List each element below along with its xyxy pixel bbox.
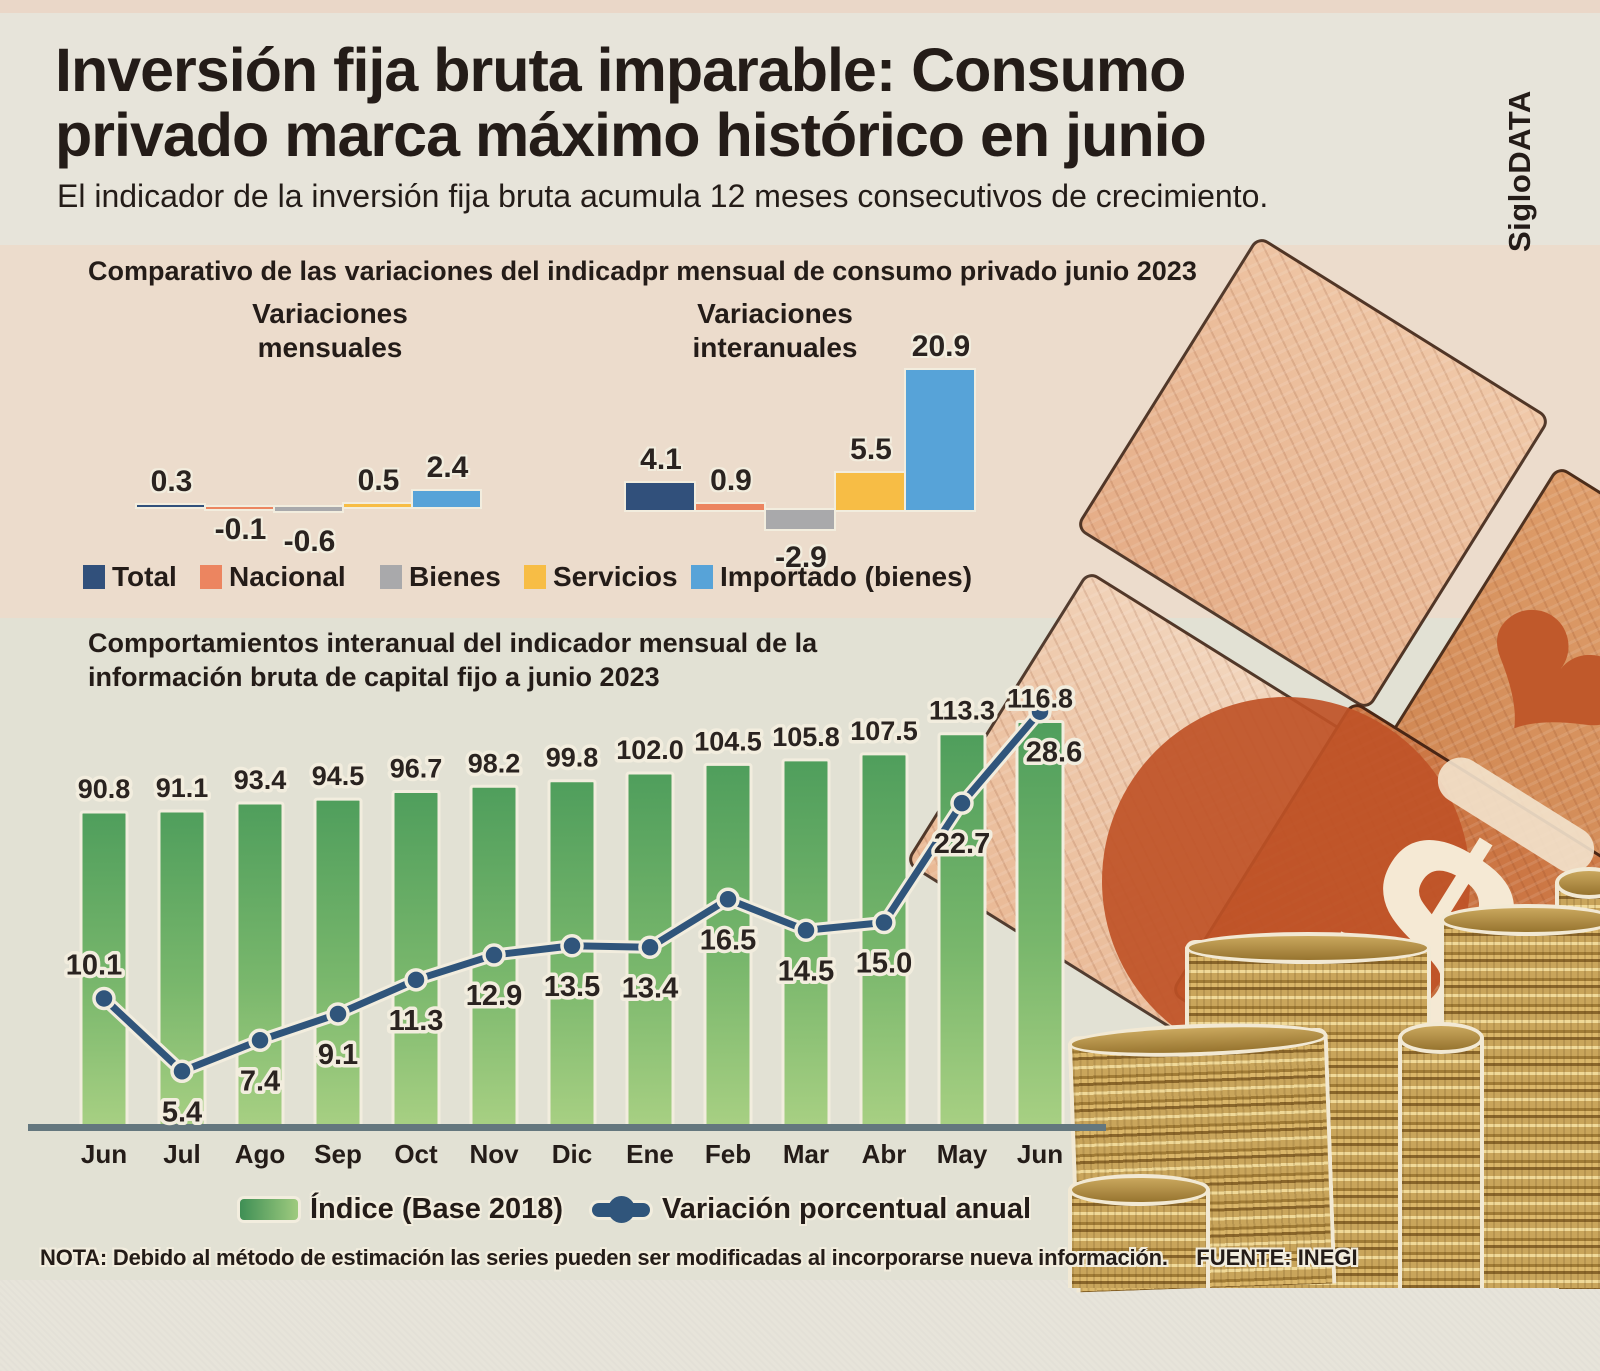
nacional-swatch <box>200 565 222 589</box>
monthly-variations-label-line1: Variaciones <box>252 298 408 329</box>
line-dot-icon <box>608 1195 635 1223</box>
investment-section-background <box>0 618 1600 1280</box>
legend-label: Importado (bienes) <box>720 561 973 592</box>
investment-legend: Índice (Base 2018) Variación porcentual … <box>0 1193 1200 1233</box>
legend-item-servicios: Servicios <box>524 561 678 593</box>
legend-label: Variación porcentual anual <box>662 1193 1032 1225</box>
servicios-swatch <box>524 565 546 589</box>
page-title-line1: Inversión fija bruta imparable: Consumo <box>55 36 1186 104</box>
legend-label: Índice (Base 2018) <box>310 1193 564 1225</box>
bienes-swatch <box>380 565 402 589</box>
brand-logo: SigloDATA <box>1502 90 1537 252</box>
line-icon <box>592 1195 650 1223</box>
header-section <box>0 0 1600 245</box>
legend-item-index: Índice (Base 2018) <box>240 1193 563 1226</box>
interannual-variations-label-line1: Variaciones <box>697 298 853 329</box>
investment-chart-title-line1: Comportamientos interanual del indicador… <box>88 628 818 658</box>
legend-label: Servicios <box>553 561 678 592</box>
page-title-line2: privado marca máximo histórico en junio <box>55 101 1207 170</box>
legend-item-importado: Importado (bienes) <box>691 561 972 593</box>
footer-note-row: NOTA: Debido al método de estimación las… <box>40 1245 1358 1271</box>
investment-chart-title: Comportamientos interanual del indicador… <box>88 627 817 695</box>
legend-label: Total <box>112 561 177 592</box>
footer-note: NOTA: Debido al método de estimación las… <box>40 1245 1168 1270</box>
importado-swatch <box>691 565 713 589</box>
interannual-variations-label-line2: interanuales <box>692 331 858 363</box>
comparison-legend: Total Nacional Bienes Servicios Importad… <box>0 561 1100 595</box>
legend-label: Bienes <box>409 561 501 592</box>
page-title: Inversión fija bruta imparable: Consumo … <box>55 36 1207 170</box>
legend-item-total: Total <box>83 561 177 593</box>
page-subtitle: El indicador de la inversión fija bruta … <box>57 178 1269 214</box>
index-swatch <box>240 1199 298 1220</box>
legend-item-variation: Variación porcentual anual <box>592 1193 1031 1226</box>
total-swatch <box>83 565 105 589</box>
monthly-variations-label: Variaciones mensuales <box>190 297 470 364</box>
comparison-chart-title: Comparativo de las variaciones del indic… <box>88 256 1197 286</box>
legend-item-nacional: Nacional <box>200 561 346 593</box>
legend-label: Nacional <box>229 561 346 592</box>
interannual-variations-label: Variaciones interanuales <box>635 297 915 364</box>
footer-source: FUENTE: INEGI <box>1196 1245 1358 1270</box>
monthly-variations-label-line2: mensuales <box>257 331 403 363</box>
investment-chart-title-line2: información bruta de capital fijo a juni… <box>88 661 660 692</box>
legend-item-bienes: Bienes <box>380 561 501 593</box>
top-strip <box>0 0 1600 13</box>
